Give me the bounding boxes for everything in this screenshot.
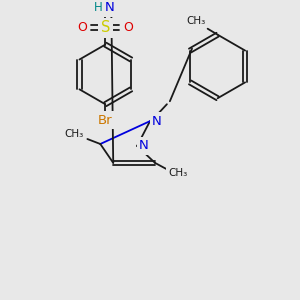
Text: O: O: [77, 21, 87, 34]
Text: S: S: [100, 20, 110, 35]
Text: Br: Br: [98, 114, 112, 127]
Text: N: N: [152, 115, 162, 128]
Text: CH₃: CH₃: [186, 16, 205, 26]
Text: N: N: [104, 1, 114, 14]
Text: H: H: [94, 1, 103, 14]
Text: O: O: [123, 21, 133, 34]
Text: N: N: [139, 140, 149, 152]
Text: CH₃: CH₃: [168, 168, 188, 178]
Text: CH₃: CH₃: [65, 129, 84, 139]
